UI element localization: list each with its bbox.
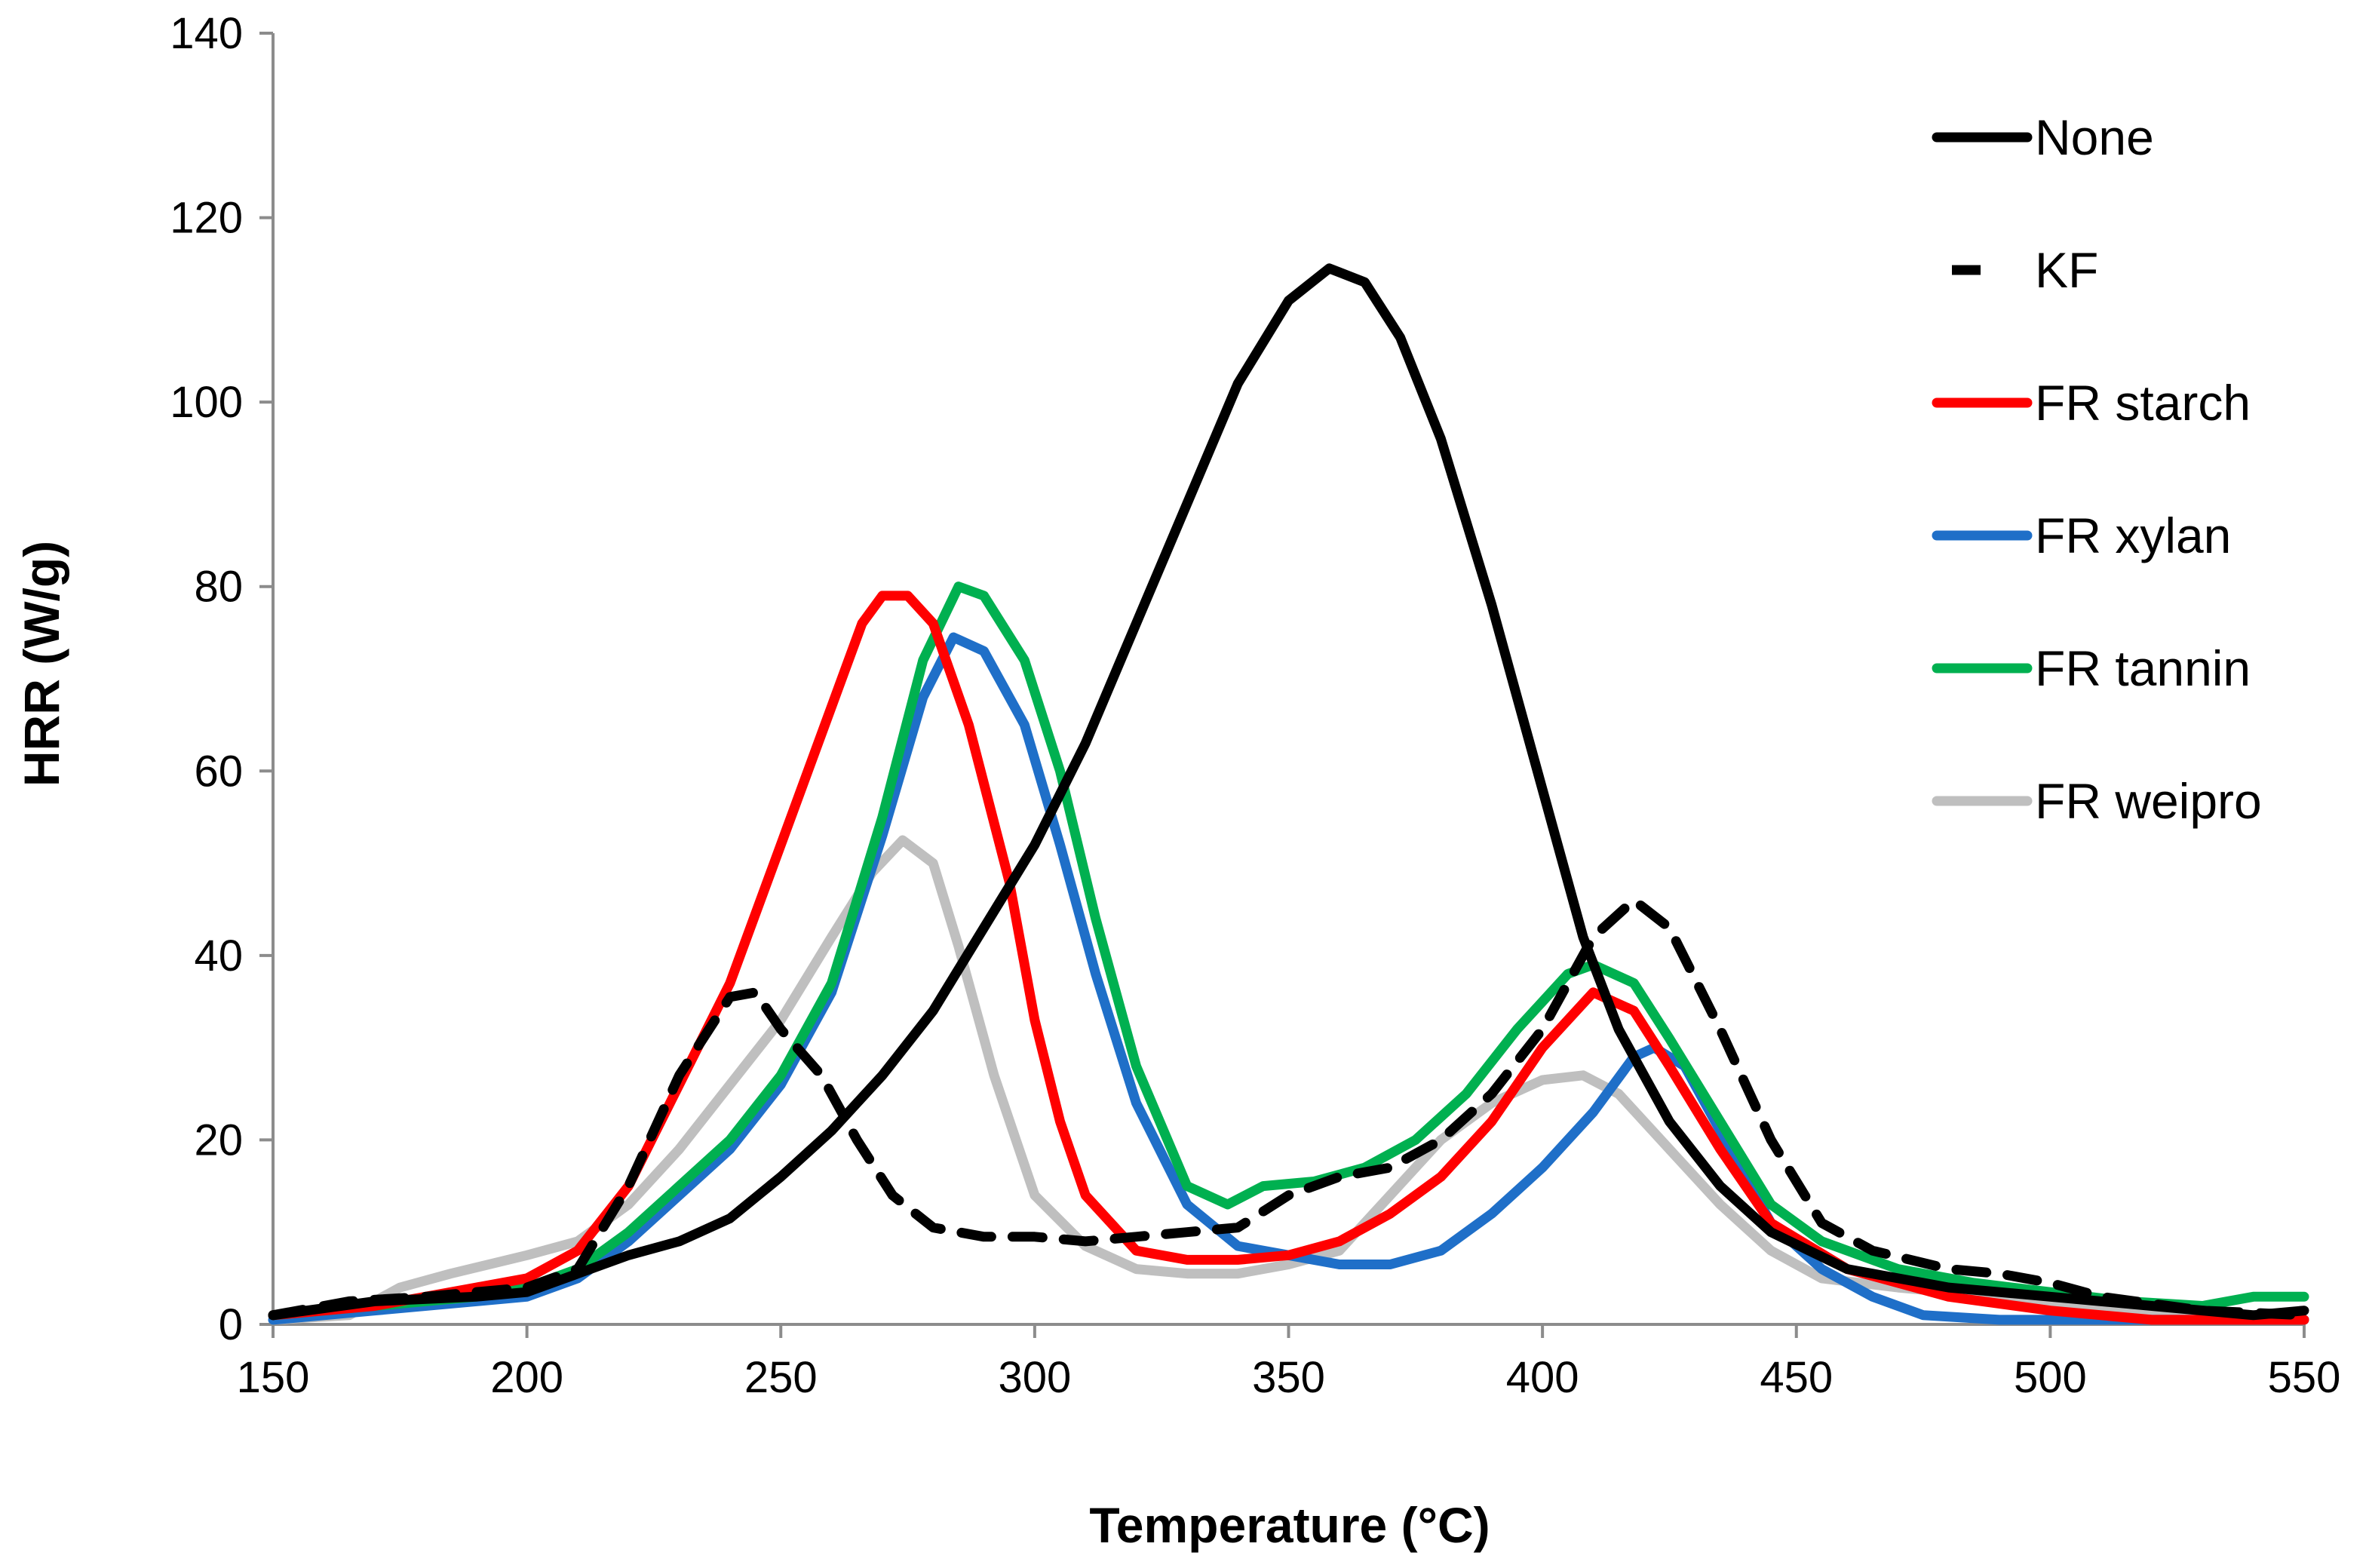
x-tick-label: 250 — [744, 1353, 818, 1402]
y-tick-label: 60 — [194, 747, 243, 796]
y-tick-label: 20 — [194, 1115, 243, 1164]
series-line-fr-weipro — [268, 835, 2309, 1325]
x-tick-label: 300 — [998, 1353, 1071, 1402]
x-tick-label: 500 — [2014, 1353, 2087, 1402]
x-tick-label: 450 — [1760, 1353, 1833, 1402]
legend-label: None — [2035, 109, 2154, 165]
y-tick-label: 0 — [219, 1300, 243, 1349]
y-tick-label: 80 — [194, 563, 243, 612]
y-axis-title: HRR (W/g) — [14, 541, 69, 787]
x-tick-label: 150 — [237, 1353, 310, 1402]
series-line-fr-tannin — [268, 581, 2309, 1321]
legend: None KF FR starch FR xylan FR tannin FR weipr… — [1932, 109, 2262, 829]
legend-label: FR weipro — [2035, 773, 2262, 829]
axes: 0 20 40 60 80 100 120 140 150 200 250 300 350 400 450 5… — [170, 9, 2340, 1402]
legend-label: FR tannin — [2035, 640, 2251, 696]
legend-label: KF — [2035, 242, 2098, 298]
y-tick-label: 120 — [170, 194, 243, 243]
x-tick-label: 550 — [2268, 1353, 2341, 1402]
legend-label: FR starch — [2035, 375, 2251, 431]
legend-label: FR xylan — [2035, 508, 2231, 563]
y-tick-label: 100 — [170, 378, 243, 427]
series-line-fr-starch — [268, 591, 2309, 1325]
x-axis-title: Temperature (°C) — [1089, 1497, 1490, 1553]
series-line-fr-xylan — [268, 632, 2309, 1325]
series-lines — [268, 263, 2309, 1325]
series-line-none — [268, 263, 2309, 1321]
series-line-kf — [268, 895, 2309, 1321]
y-tick-label: 40 — [194, 931, 243, 980]
y-tick-label: 140 — [170, 9, 243, 58]
x-tick-label: 200 — [490, 1353, 563, 1402]
x-tick-label: 400 — [1506, 1353, 1579, 1402]
x-tick-label: 350 — [1252, 1353, 1325, 1402]
